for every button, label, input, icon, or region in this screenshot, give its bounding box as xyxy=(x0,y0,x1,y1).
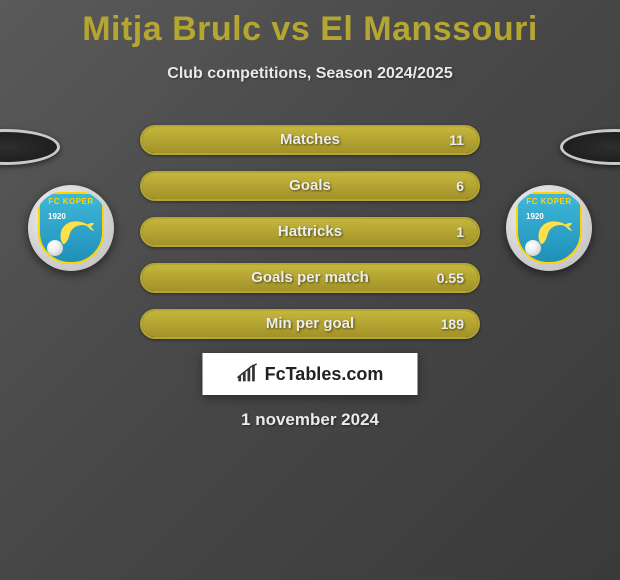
left-crest-name: FC KOPER xyxy=(40,197,102,206)
stat-label: Goals per match xyxy=(142,265,478,291)
page-title: Mitja Brulc vs El Manssouri xyxy=(0,0,620,49)
stat-value-right: 189 xyxy=(441,311,464,337)
stat-row: Matches11 xyxy=(140,125,480,155)
left-player-badge: FC KOPER 1920 xyxy=(28,185,114,271)
stat-value-right: 11 xyxy=(449,127,464,153)
stat-label: Goals xyxy=(142,173,478,199)
right-crest-wrap: FC KOPER 1920 xyxy=(510,189,588,267)
stat-label: Hattricks xyxy=(142,219,478,245)
stat-value-right: 6 xyxy=(456,173,464,199)
right-crest-bull-icon xyxy=(536,216,574,250)
left-crest-wrap: FC KOPER 1920 xyxy=(32,189,110,267)
date-line: 1 november 2024 xyxy=(0,410,620,430)
left-club-oval xyxy=(0,129,60,165)
brand-text: FcTables.com xyxy=(265,364,384,385)
page-subtitle: Club competitions, Season 2024/2025 xyxy=(0,65,620,83)
stat-value-right: 1 xyxy=(456,219,464,245)
left-crest-bull-icon xyxy=(58,216,96,250)
stat-row: Goals per match0.55 xyxy=(140,263,480,293)
stat-row: Goals6 xyxy=(140,171,480,201)
brand-chart-icon xyxy=(237,363,259,385)
right-player-badge: FC KOPER 1920 xyxy=(506,185,592,271)
right-club-oval xyxy=(560,129,620,165)
stat-row: Min per goal189 xyxy=(140,309,480,339)
brand-box[interactable]: FcTables.com xyxy=(203,353,418,395)
stat-value-right: 0.55 xyxy=(437,265,464,291)
left-club-crest: FC KOPER 1920 xyxy=(38,192,104,264)
right-crest-name: FC KOPER xyxy=(518,197,580,206)
stat-row: Hattricks1 xyxy=(140,217,480,247)
stat-label: Min per goal xyxy=(142,311,478,337)
stats-list: Matches11 Goals6 Hattricks1 Goals per match… xyxy=(140,125,480,355)
right-club-crest: FC KOPER 1920 xyxy=(516,192,582,264)
stat-label: Matches xyxy=(142,127,478,153)
